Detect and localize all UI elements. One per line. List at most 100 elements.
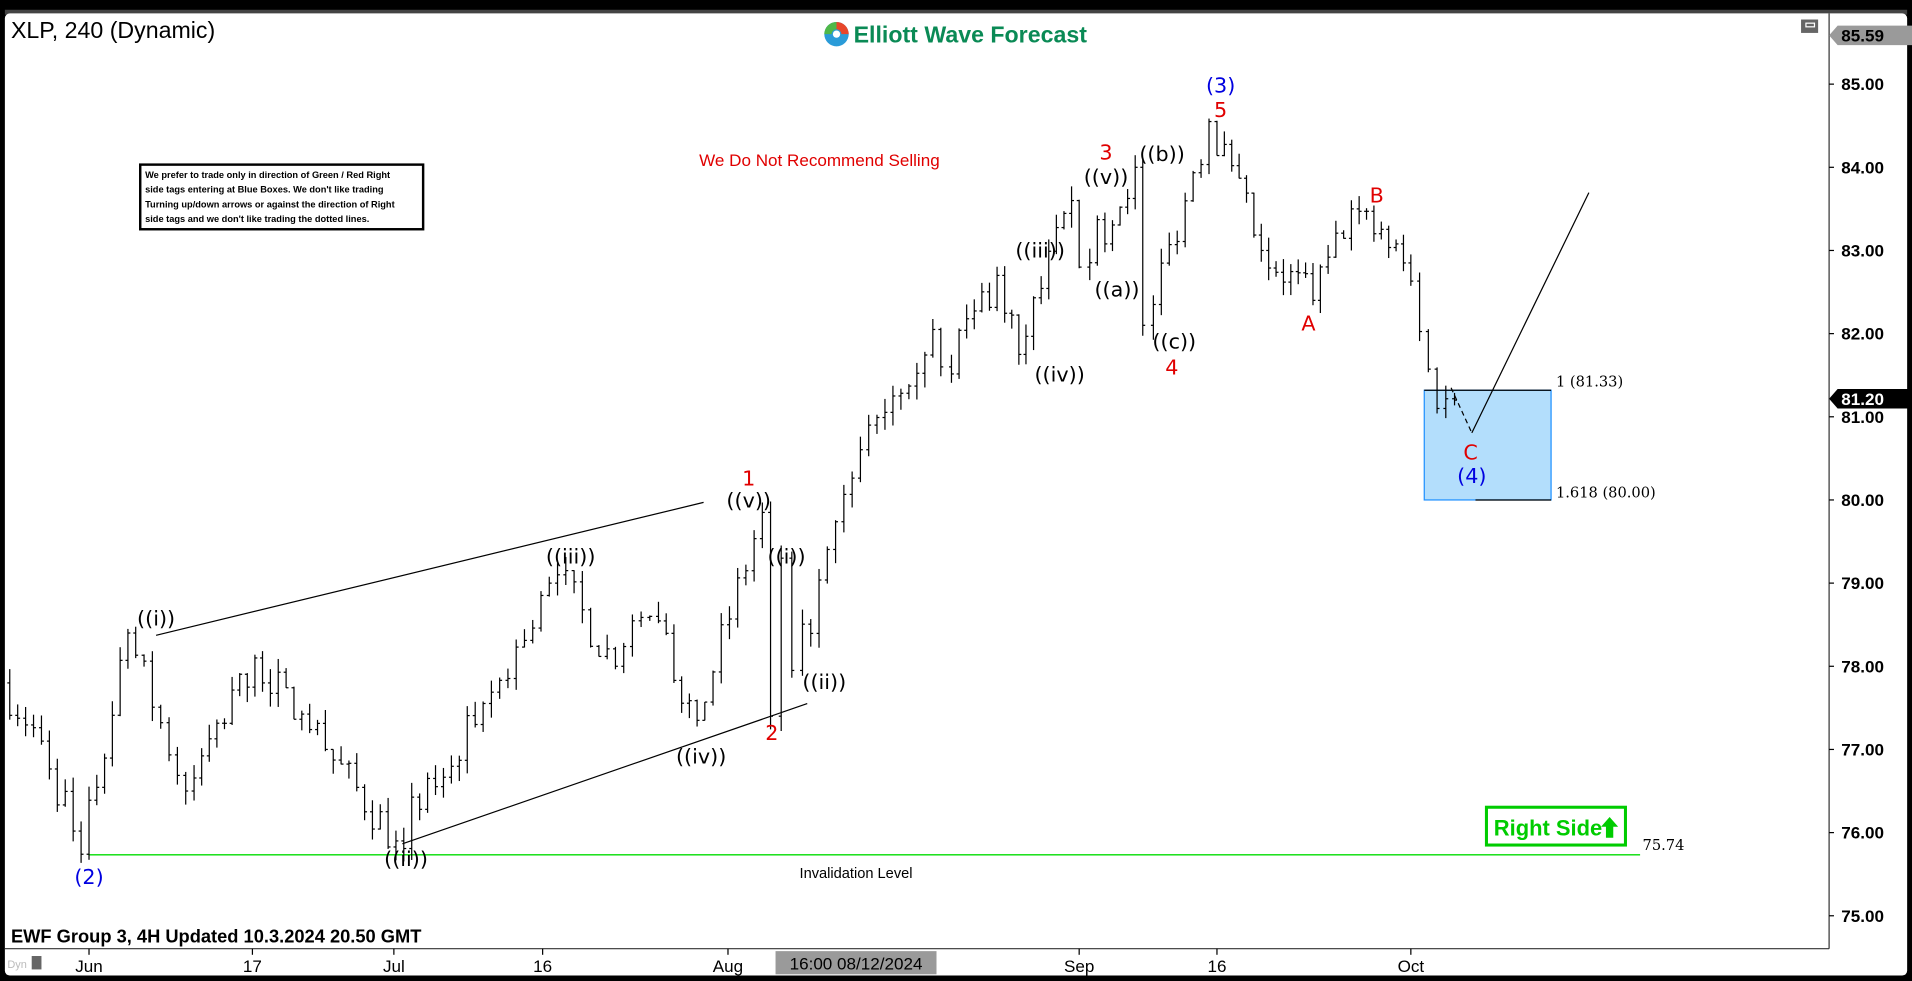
ohlc-bar	[1110, 220, 1115, 252]
time-tick-label: Jun	[75, 957, 103, 976]
update-footer: EWF Group 3, 4H Updated 10.3.2024 20.50 …	[11, 926, 421, 947]
ohlc-bar	[1125, 189, 1131, 215]
fib-label-upper: 1 (81.33)	[1556, 374, 1623, 391]
chart-panel	[4, 13, 1908, 976]
ohlc-bar	[964, 304, 970, 339]
ohlc-bar	[1378, 221, 1384, 240]
restore-window-icon[interactable]	[1801, 19, 1819, 33]
right-side-label: Right Side	[1494, 815, 1602, 840]
ohlc-bar	[1258, 223, 1264, 262]
ohlc-bar	[86, 786, 92, 860]
ohlc-bar	[1009, 309, 1015, 329]
ohlc-bar	[1266, 237, 1272, 281]
time-tick-label: Jul	[383, 957, 405, 976]
ohlc-bar	[1425, 329, 1431, 373]
time-tick-label: 16	[1207, 957, 1226, 976]
up-arrow-icon	[1601, 816, 1619, 838]
price-axis: 85.00 84.00 83.00 82.00 81.00 80.00 79.00 78.00…	[1829, 75, 1884, 926]
ohlc-bar	[930, 318, 936, 358]
ohlc-bar	[906, 384, 912, 400]
ohlc-bar	[1364, 208, 1369, 220]
price-bars	[7, 118, 1457, 863]
time-tick-label: 16	[533, 957, 552, 976]
ohlc-bar	[158, 704, 164, 729]
ohlc-bar	[1198, 159, 1204, 178]
ohlc-bar	[1206, 118, 1212, 175]
ohlc-bar	[62, 779, 68, 807]
ohlc-bar	[480, 701, 486, 732]
ohlc-bar	[1221, 131, 1227, 157]
ohlc-bar	[1229, 139, 1235, 172]
crosshair-date-label: 16:00 08/12/2024	[790, 954, 923, 973]
ohlc-bar	[1102, 212, 1108, 253]
wave-label: A	[1301, 311, 1315, 335]
ohlc-bar	[1348, 200, 1354, 251]
ohlc-bar	[125, 628, 131, 669]
ohlc-bar	[1393, 239, 1399, 252]
ohlc-bar	[1094, 215, 1100, 266]
invalidation-value: 75.74	[1643, 837, 1685, 854]
ohlc-bar	[117, 647, 123, 717]
price-tick-label: 79.00	[1841, 574, 1884, 593]
ohlc-bar	[1150, 295, 1156, 340]
ohlc-bar	[338, 746, 344, 765]
ohlc-bar	[346, 760, 352, 779]
ohlc-bar	[1408, 254, 1414, 286]
ohlc-bar	[1069, 186, 1075, 228]
fib-label-lower: 1.618 (80.00)	[1556, 485, 1656, 502]
ohlc-bar	[938, 327, 944, 377]
ohlc-bar	[497, 677, 503, 699]
lock-icon[interactable]	[31, 956, 42, 970]
ohlc-bar	[686, 693, 692, 719]
ohlc-bar	[1031, 296, 1036, 351]
ohlc-bar	[229, 676, 235, 725]
ohlc-bar	[1386, 225, 1392, 259]
ohlc-bar	[751, 530, 757, 582]
ohlc-bar	[94, 774, 100, 806]
note-line: Turning up/down arrows or against the di…	[145, 199, 395, 209]
wave-label: B	[1370, 183, 1384, 207]
ohlc-bar	[1087, 248, 1093, 281]
ohlc-bar	[849, 471, 855, 508]
wave-label: ((iii))	[1015, 238, 1065, 262]
ohlc-bar	[425, 772, 431, 813]
ohlc-bar	[1140, 159, 1146, 336]
ohlc-bar	[433, 765, 438, 796]
ohlc-bar	[267, 669, 273, 707]
ohlc-bar	[759, 502, 765, 549]
ohlc-bar	[882, 398, 888, 430]
ohlc-bar	[866, 414, 872, 457]
ohlc-bar	[354, 753, 360, 792]
ohlc-bar	[133, 626, 139, 659]
wave-label: ((v))	[1084, 165, 1129, 189]
ohlc-bar	[638, 611, 644, 628]
logo-swirl-icon	[824, 21, 849, 47]
ohlc-bar	[1371, 205, 1377, 242]
ohlc-bar	[385, 797, 391, 849]
ohlc-bar	[149, 651, 155, 722]
note-box: We prefer to trade only in direction of …	[139, 163, 425, 231]
ohlc-bar	[214, 719, 220, 748]
ohlc-bar	[46, 730, 52, 780]
ohlc-bar	[563, 556, 569, 585]
channel-line-upper	[155, 501, 704, 636]
ohlc-bar	[166, 717, 172, 762]
ohlc-bar	[621, 642, 627, 674]
ohlc-bar	[1280, 259, 1286, 296]
ohlc-bar	[1023, 324, 1029, 365]
ohlc-bar	[456, 755, 462, 782]
dyn-label: Dyn	[7, 959, 27, 971]
ohlc-bar	[824, 546, 830, 584]
ohlc-bar	[109, 701, 115, 767]
wave-label: ((v))	[726, 488, 771, 512]
ohlc-bar	[1132, 155, 1138, 210]
wave-label: 1	[742, 466, 755, 490]
ohlc-bar	[464, 706, 470, 774]
ohlc-bar	[956, 328, 962, 379]
price-tick-label: 78.00	[1841, 657, 1884, 676]
price-tick-label: 75.00	[1841, 907, 1884, 926]
price-tick-label: 76.00	[1841, 824, 1884, 843]
ohlc-bar	[546, 576, 552, 597]
ohlc-bar	[1038, 276, 1044, 305]
wave-label: ((c))	[1152, 330, 1196, 354]
